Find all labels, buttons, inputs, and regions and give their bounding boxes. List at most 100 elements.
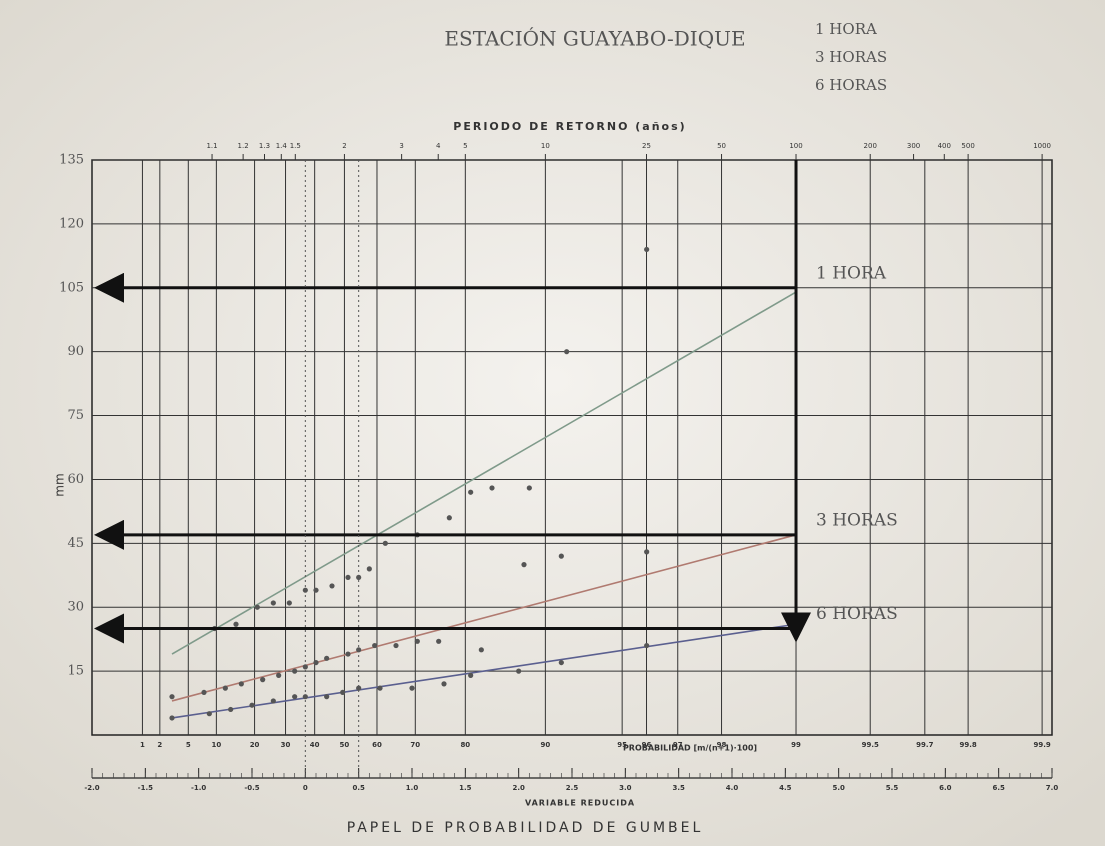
- data-point: [313, 659, 319, 666]
- x-tick-label: 3.0: [619, 784, 632, 792]
- data-point: [516, 668, 522, 674]
- x-tick-label: 0.5: [352, 784, 365, 792]
- data-point: [292, 694, 298, 700]
- top-tick-label: 1.3: [259, 142, 270, 150]
- x-axis-label: VARIABLE REDUCIDA: [525, 799, 635, 808]
- data-point: [644, 549, 650, 555]
- data-point: [436, 638, 442, 644]
- x-tick-label: 6.0: [939, 784, 952, 792]
- data-point: [644, 642, 650, 649]
- probability-tick-label: 95: [617, 741, 627, 749]
- probability-tick-label: 30: [281, 741, 291, 749]
- probability-tick-label: 97: [673, 741, 683, 749]
- y-tick-label: 60: [67, 472, 84, 487]
- top-tick-label: 4: [436, 142, 441, 150]
- data-point: [468, 672, 474, 678]
- legend-label: 3 HORAS: [816, 510, 898, 530]
- fit-line: [171, 534, 797, 702]
- x-tick-label: -2.0: [84, 784, 99, 792]
- data-point: [222, 685, 228, 691]
- footer: PAPEL DE PROBABILIDAD DE GUMBEL: [347, 820, 704, 836]
- data-point: [249, 702, 255, 708]
- top-tick-label: 1.5: [290, 142, 301, 150]
- data-point: [329, 583, 335, 589]
- legend-label: 6 HORAS: [816, 604, 898, 624]
- data-point: [228, 706, 234, 713]
- data-point: [356, 574, 362, 581]
- data-point: [441, 681, 447, 687]
- x-tick-label: 1.5: [459, 784, 472, 792]
- data-point: [478, 647, 484, 653]
- probability-tick-label: 40: [310, 741, 320, 749]
- top-tick-label: 100: [789, 142, 802, 150]
- data-point: [409, 685, 415, 691]
- data-point: [340, 689, 346, 696]
- data-point: [558, 659, 564, 666]
- top-tick-label: 25: [642, 142, 651, 150]
- fit-line: [171, 623, 797, 719]
- y-tick-label: 75: [67, 408, 84, 423]
- top-tick-label: 50: [717, 142, 726, 150]
- top-axis-label: PERIODO DE RETORNO (años): [453, 120, 686, 133]
- top-tick-label: 500: [961, 142, 974, 150]
- y-tick-label: 120: [59, 216, 84, 231]
- top-tick-label: 2: [342, 142, 346, 150]
- probability-tick-label: 80: [460, 741, 470, 749]
- probability-tick-label: 10: [211, 741, 221, 749]
- x-tick-label: 2.5: [566, 784, 579, 792]
- probability-tick-label: 60: [372, 741, 382, 749]
- x-tick-label: 3.5: [672, 784, 685, 792]
- probability-tick-label: 99: [791, 741, 801, 749]
- legend-label: 1 HORA: [816, 263, 887, 283]
- probability-tick-label: 90: [540, 741, 550, 749]
- note: 3 HORAS: [815, 48, 887, 66]
- data-point: [468, 489, 474, 495]
- data-point: [270, 600, 276, 606]
- top-tick-label: 200: [864, 142, 877, 150]
- top-tick-label: 1.1: [206, 142, 217, 150]
- x-tick-label: -0.5: [244, 784, 259, 792]
- data-point: [366, 566, 372, 572]
- data-point: [489, 485, 495, 491]
- title: ESTACIÓN GUAYABO-DIQUE: [444, 26, 745, 51]
- top-tick-label: 1000: [1033, 142, 1051, 150]
- probability-tick-label: 5: [186, 741, 191, 749]
- y-axis-label: mm: [53, 473, 67, 496]
- x-tick-label: 1.0: [406, 784, 419, 792]
- data-point: [356, 685, 362, 691]
- data-point: [238, 681, 244, 687]
- x-tick-label: -1.0: [191, 784, 206, 792]
- data-point: [324, 694, 330, 700]
- data-point: [313, 587, 319, 593]
- data-point: [292, 668, 298, 674]
- data-point: [644, 246, 650, 253]
- x-tick-label: 2.0: [512, 784, 525, 792]
- data-point: [201, 689, 207, 696]
- x-tick-label: 4.0: [726, 784, 739, 792]
- fit-line: [171, 291, 797, 655]
- x-tick-label: 0: [303, 784, 308, 792]
- data-point: [254, 604, 260, 610]
- x-tick-label: 5.5: [886, 784, 899, 792]
- top-tick-label: 5: [463, 142, 467, 150]
- top-tick-label: 1.2: [238, 142, 249, 150]
- x-tick-label: -1.5: [138, 784, 153, 792]
- data-point: [446, 515, 452, 521]
- x-tick-label: 7.0: [1046, 784, 1059, 792]
- probability-tick-label: 2: [157, 741, 162, 749]
- probability-tick-label: 99.7: [916, 741, 933, 749]
- probability-label: PROBABILIDAD [m/(n+1)·100]: [623, 744, 757, 753]
- probability-tick-label: 99.8: [959, 741, 976, 749]
- data-point: [526, 485, 532, 491]
- data-point: [382, 540, 388, 546]
- y-tick-label: 45: [67, 536, 84, 551]
- note: 1 HORA: [815, 20, 877, 38]
- x-tick-label: 4.5: [779, 784, 792, 792]
- probability-tick-label: 98: [717, 741, 727, 749]
- data-point: [393, 642, 399, 649]
- top-tick-label: 1.4: [276, 142, 288, 150]
- x-tick-label: 5.0: [832, 784, 845, 792]
- data-point: [414, 638, 420, 644]
